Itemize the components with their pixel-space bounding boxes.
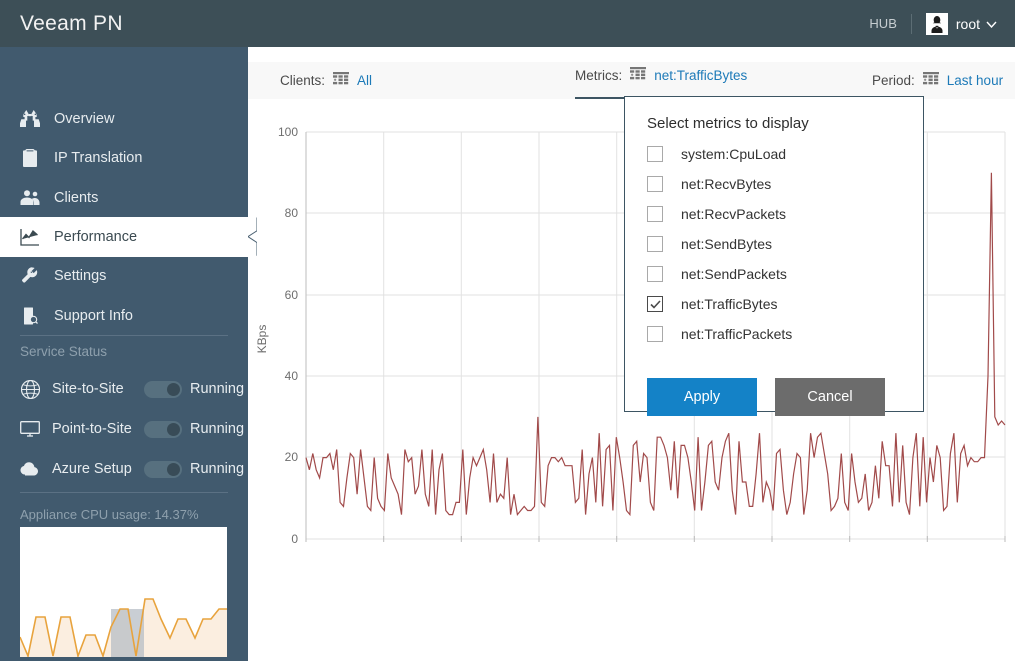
svg-text:40: 40 [285,369,299,383]
svg-text:100: 100 [278,125,298,139]
svg-text:60: 60 [285,288,299,302]
svg-text:20: 20 [285,450,299,464]
svg-text:KBps: KBps [255,325,269,354]
svg-text:80: 80 [285,206,299,220]
svg-text:0: 0 [291,532,298,546]
